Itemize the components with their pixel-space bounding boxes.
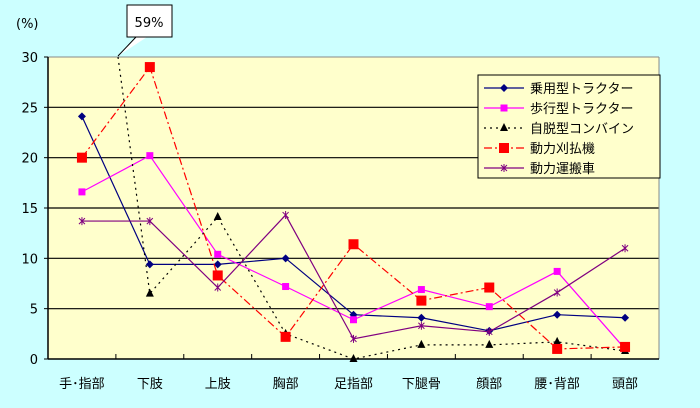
- annotation-label: 59%: [135, 16, 164, 31]
- x-tick-label: 上肢: [205, 376, 231, 392]
- data-point: [485, 303, 493, 311]
- legend-marker: [500, 104, 508, 112]
- data-point: [146, 152, 154, 160]
- legend-marker: [500, 84, 508, 92]
- legend-label: 動力運搬車: [530, 162, 595, 177]
- data-point: [282, 283, 290, 291]
- y-tick-label: 10: [21, 252, 38, 267]
- data-point: [485, 327, 493, 336]
- legend-label: 動力刈払機: [530, 142, 595, 157]
- x-tick-label: 顔部: [476, 377, 502, 392]
- data-point: [145, 260, 154, 269]
- data-point: [620, 341, 631, 352]
- series-0: [77, 112, 630, 335]
- legend-box: [477, 74, 661, 179]
- x-tick-label: 腰･背部: [534, 377, 580, 392]
- data-point: [213, 260, 222, 269]
- y-tick-label: 0: [30, 353, 38, 368]
- legend-item: 動力運搬車: [484, 162, 595, 177]
- data-point: [144, 62, 155, 73]
- series-line: [81, 65, 626, 350]
- data-point: [349, 354, 358, 362]
- legend-label: 歩行型トラクター: [530, 102, 633, 117]
- data-point: [214, 283, 222, 292]
- legend-item: 歩行型トラクター: [484, 102, 633, 117]
- data-point: [553, 267, 561, 275]
- data-point: [282, 211, 289, 220]
- legend-item: 動力刈払機: [484, 142, 595, 157]
- data-point: [553, 288, 561, 297]
- data-point: [553, 310, 562, 319]
- data-point: [553, 336, 562, 345]
- data-point: [621, 313, 630, 322]
- data-point: [212, 270, 223, 281]
- data-point: [417, 339, 426, 348]
- legend-item: 乗用型トラクター: [484, 82, 633, 97]
- y-tick-label: 30: [21, 51, 38, 66]
- data-point: [350, 316, 357, 324]
- y-tick-label: 20: [21, 152, 38, 167]
- data-point: [621, 244, 629, 253]
- x-tick-label: 手･指部: [59, 377, 105, 392]
- data-point: [76, 152, 87, 163]
- data-point: [417, 313, 426, 322]
- data-point: [417, 286, 425, 294]
- y-tick-label: 25: [21, 101, 38, 116]
- legend-marker: [499, 143, 509, 153]
- legend-item: 自脱型コンバイン: [484, 122, 634, 137]
- legend-marker: [500, 123, 508, 131]
- x-tick-label: 胸部: [273, 377, 299, 392]
- y-tick-label: 5: [30, 303, 38, 318]
- data-point: [145, 288, 154, 297]
- x-tick-label: 下肢: [137, 376, 163, 392]
- data-point: [78, 188, 86, 196]
- data-point: [418, 321, 425, 330]
- data-point: [280, 331, 291, 342]
- data-point: [146, 217, 154, 226]
- annotation-callout: 59%: [117, 4, 173, 57]
- data-point: [552, 343, 563, 354]
- data-point: [350, 334, 357, 343]
- data-point: [348, 239, 359, 250]
- data-point: [77, 112, 86, 121]
- callout-pointer: [117, 36, 147, 57]
- legend-label: 自脱型コンバイン: [530, 122, 634, 137]
- data-point: [213, 212, 222, 221]
- x-tick-label: 下腿骨: [402, 377, 441, 392]
- data-point: [484, 282, 495, 293]
- y-axis-label: (%): [16, 17, 39, 32]
- series-3: [76, 62, 631, 354]
- data-point: [78, 217, 86, 226]
- y-tick-label: 15: [21, 202, 38, 217]
- legend-marker: [500, 164, 508, 172]
- data-point: [485, 339, 494, 348]
- x-tick-label: 足指部: [334, 377, 373, 392]
- data-point: [214, 250, 222, 258]
- data-point: [416, 295, 427, 306]
- legend-label: 乗用型トラクター: [530, 82, 633, 97]
- callout-box: [126, 4, 173, 38]
- x-tick-label: 頭部: [612, 377, 638, 392]
- data-point: [281, 254, 290, 263]
- series-4: [78, 211, 629, 343]
